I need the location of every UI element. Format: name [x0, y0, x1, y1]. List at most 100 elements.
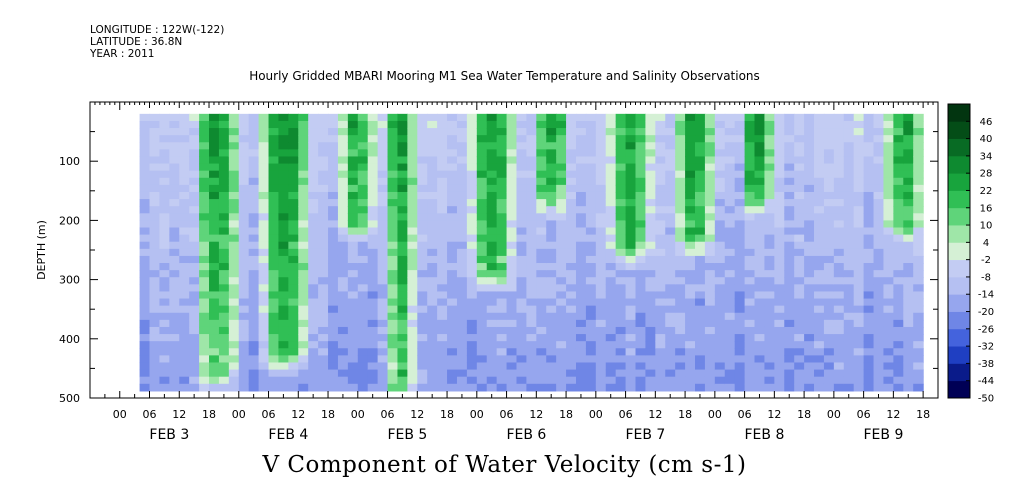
heatmap-cell — [695, 319, 706, 328]
heatmap-cell — [199, 177, 210, 186]
heatmap-cell — [655, 142, 666, 150]
heatmap-cell — [258, 170, 270, 179]
heatmap-cell — [913, 199, 924, 207]
heatmap-cell — [397, 369, 408, 378]
heatmap-cell — [556, 305, 567, 314]
heatmap-cell — [328, 220, 339, 229]
heatmap-cell — [357, 113, 369, 122]
heatmap-cell — [774, 142, 785, 150]
heatmap-cell — [367, 383, 379, 392]
heatmap-cell — [288, 113, 299, 122]
heatmap-cell — [268, 284, 280, 293]
heatmap-cell — [734, 199, 746, 207]
heatmap-cell — [228, 334, 240, 342]
heatmap-cell — [486, 348, 498, 356]
heatmap-cell — [476, 135, 488, 143]
heatmap-cell — [625, 334, 637, 342]
heatmap-cell — [823, 270, 835, 278]
heatmap-cell — [873, 113, 885, 122]
heatmap-cell — [814, 334, 825, 342]
heatmap-cell — [833, 248, 845, 257]
heatmap-cell — [853, 227, 865, 236]
heatmap-cell — [893, 383, 904, 392]
heatmap-cell — [675, 135, 686, 143]
heatmap-cell — [695, 376, 706, 385]
heatmap-cell — [645, 334, 656, 342]
heatmap-cell — [476, 284, 488, 293]
heatmap-cell — [357, 241, 369, 250]
heatmap-cell — [139, 255, 151, 264]
heatmap-cell — [189, 270, 200, 278]
heatmap-cell — [605, 213, 617, 221]
heatmap-cell — [764, 113, 775, 122]
heatmap-cell — [724, 270, 736, 278]
heatmap-cell — [337, 199, 349, 207]
heatmap-cell — [377, 341, 389, 349]
heatmap-cell — [318, 305, 329, 314]
heatmap-cell — [238, 113, 250, 122]
heatmap-cell — [377, 355, 389, 364]
heatmap-cell — [873, 319, 885, 328]
heatmap-cell — [218, 234, 230, 243]
heatmap-cell — [248, 383, 260, 392]
heatmap-cell — [754, 234, 766, 243]
heatmap-cell — [516, 149, 527, 158]
heatmap-cell — [347, 326, 359, 335]
heatmap-cell — [774, 184, 785, 193]
heatmap-cell — [169, 241, 180, 250]
heatmap-cell — [685, 362, 696, 371]
heatmap-cell — [764, 142, 775, 150]
heatmap-cell — [337, 120, 349, 129]
heatmap-cell — [913, 383, 924, 392]
x-day-label: FEB 6 — [506, 427, 546, 443]
heatmap-cell — [794, 319, 805, 328]
heatmap-cell — [258, 206, 270, 214]
colorbar-tick-label: 16 — [980, 203, 993, 214]
heatmap-cell — [784, 326, 795, 335]
heatmap-cell — [189, 305, 200, 314]
heatmap-cell — [823, 156, 835, 165]
heatmap-cell — [437, 383, 448, 392]
heatmap-cell — [427, 348, 438, 356]
heatmap-cell — [258, 234, 270, 243]
colorbar-tick-label: -14 — [978, 290, 994, 301]
heatmap-cell — [199, 341, 210, 349]
heatmap-cell — [814, 206, 825, 214]
heatmap-cell — [357, 255, 369, 264]
x-hour-tick-label: 12 — [172, 408, 186, 421]
heatmap-cell — [893, 362, 904, 371]
heatmap-cell — [189, 255, 200, 264]
heatmap-cell — [407, 227, 418, 236]
heatmap-cell — [238, 206, 250, 214]
heatmap-cell — [536, 213, 547, 221]
heatmap-cell — [585, 341, 597, 349]
heatmap-cell — [228, 156, 240, 165]
heatmap-cell — [814, 234, 825, 243]
heatmap-cell — [734, 348, 746, 356]
heatmap-cell — [595, 383, 607, 392]
heatmap-cell — [536, 326, 547, 335]
heatmap-cell — [566, 270, 577, 278]
heatmap-cell — [645, 213, 656, 221]
heatmap-cell — [625, 305, 637, 314]
heatmap-cell — [218, 156, 230, 165]
heatmap-cell — [258, 319, 270, 328]
heatmap-cell — [645, 120, 656, 129]
heatmap-cell — [804, 326, 815, 335]
heatmap-cell — [278, 305, 289, 314]
heatmap-cell — [754, 326, 766, 335]
heatmap-cell — [427, 305, 438, 314]
heatmap-cell — [754, 227, 766, 236]
heatmap-cell — [199, 184, 210, 193]
heatmap-cell — [199, 355, 210, 364]
heatmap-cell — [149, 383, 161, 392]
heatmap-cell — [367, 263, 379, 271]
heatmap-cell — [833, 312, 845, 321]
colorbar-segment — [948, 380, 970, 399]
heatmap-cell — [387, 284, 399, 293]
heatmap-cell — [615, 362, 627, 371]
heatmap-cell — [853, 156, 865, 165]
heatmap-cell — [863, 291, 875, 300]
heatmap-cell — [724, 227, 736, 236]
heatmap-cell — [526, 341, 537, 349]
